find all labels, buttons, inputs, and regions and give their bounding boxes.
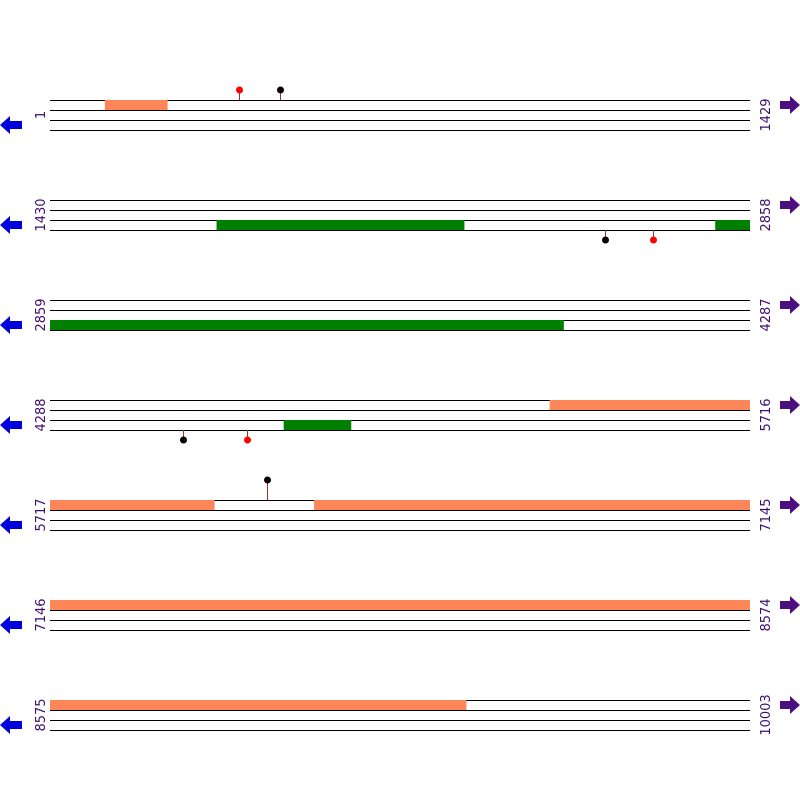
start-position-label: 5717 [34, 498, 49, 531]
right-arrow-icon [780, 396, 800, 414]
start-position-label: 1 [34, 111, 49, 119]
end-position-label: 2858 [759, 198, 774, 231]
red-marker-head [236, 86, 243, 94]
end-position-label: 10003 [759, 694, 774, 735]
black-marker-head [180, 436, 187, 444]
end-position-label: 8574 [759, 598, 774, 631]
start-position-label: 7146 [34, 598, 49, 631]
green-feature-block [216, 220, 465, 230]
sequence-row: 1 1429 [0, 86, 800, 134]
site-marker [180, 430, 187, 444]
red-marker-head [650, 236, 657, 244]
sequence-row: 4288 5716 [0, 396, 800, 444]
left-arrow-icon [0, 116, 22, 134]
sequence-row: 1430 2858 [0, 196, 800, 244]
right-arrow-icon [780, 696, 800, 714]
black-marker-head [264, 476, 271, 484]
sequence-row: 5717 7145 [0, 476, 800, 534]
orange-feature-block [549, 400, 750, 410]
end-position-label: 4287 [759, 298, 774, 331]
end-position-label: 5716 [759, 398, 774, 431]
orange-feature-block [104, 100, 168, 110]
left-arrow-icon [0, 616, 22, 634]
red-marker-head [244, 436, 251, 444]
right-arrow-icon [780, 496, 800, 514]
left-arrow-icon [0, 216, 22, 234]
end-position-label: 7145 [759, 498, 774, 531]
sequence-row: 7146 8574 [0, 596, 800, 634]
black-marker-head [277, 86, 284, 94]
orange-feature-block [50, 700, 467, 710]
orange-feature-block [50, 500, 215, 510]
left-arrow-icon [0, 516, 22, 534]
left-arrow-icon [0, 416, 22, 434]
green-feature-block [283, 420, 352, 430]
site-marker [264, 476, 271, 500]
orange-feature-block [314, 500, 750, 510]
site-marker [602, 230, 609, 244]
right-arrow-icon [780, 196, 800, 214]
site-marker [244, 430, 251, 444]
green-feature-block [50, 320, 564, 330]
right-arrow-icon [780, 96, 800, 114]
right-arrow-icon [780, 596, 800, 614]
site-marker [277, 86, 284, 100]
green-feature-block [715, 220, 750, 230]
left-arrow-icon [0, 316, 22, 334]
start-position-label: 4288 [34, 398, 49, 431]
end-position-label: 1429 [759, 98, 774, 131]
site-marker [650, 230, 657, 244]
black-marker-head [602, 236, 609, 244]
orange-feature-block [50, 600, 750, 610]
sequence-row: 8575 10003 [0, 694, 800, 736]
sequence-row: 2859 4287 [0, 296, 800, 334]
site-marker [236, 86, 243, 100]
right-arrow-icon [780, 296, 800, 314]
left-arrow-icon [0, 716, 22, 734]
start-position-label: 8575 [34, 698, 49, 731]
start-position-label: 2859 [34, 298, 49, 331]
start-position-label: 1430 [34, 198, 49, 231]
